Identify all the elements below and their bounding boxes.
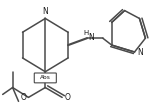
Text: N: N [88, 33, 94, 42]
Text: O: O [65, 93, 70, 102]
Text: N: N [137, 47, 143, 56]
Text: N: N [42, 7, 48, 16]
Text: Abs: Abs [40, 75, 51, 80]
FancyBboxPatch shape [34, 73, 56, 83]
Text: H: H [83, 30, 89, 36]
Text: O: O [20, 93, 26, 102]
